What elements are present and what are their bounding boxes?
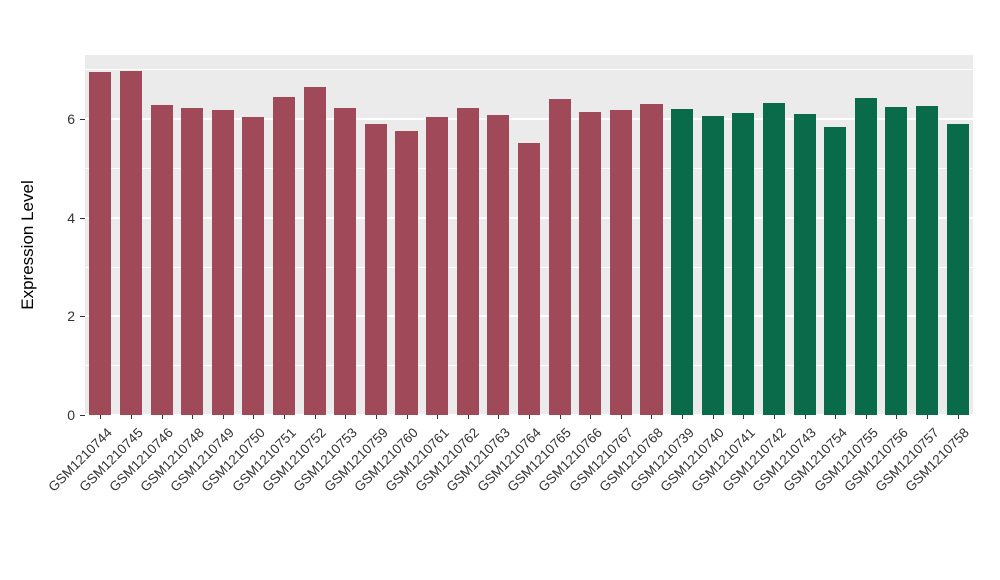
bar-GSM1210758	[946, 124, 969, 415]
bar-GSM1210759	[364, 124, 387, 415]
gridline-minor	[85, 69, 973, 71]
x-tick-mark	[192, 415, 194, 419]
bar-GSM1210745	[119, 71, 142, 415]
x-tick-mark	[835, 415, 837, 419]
y-tick-label: 0	[67, 407, 75, 423]
bar-GSM1210743	[793, 114, 816, 415]
x-tick-mark	[100, 415, 102, 419]
x-tick-mark	[957, 415, 959, 419]
x-tick-mark	[559, 415, 561, 419]
x-tick-mark	[284, 415, 286, 419]
bar-GSM1210752	[303, 87, 326, 415]
bar-GSM1210764	[517, 142, 541, 415]
x-tick-mark	[314, 415, 316, 419]
x-tick-mark	[253, 415, 255, 419]
x-tick-mark	[590, 415, 592, 419]
x-tick-mark	[651, 415, 653, 419]
bar-GSM1210766	[579, 111, 602, 415]
x-tick-mark	[896, 415, 898, 419]
y-tick-label: 6	[67, 111, 75, 128]
bar-GSM1210762	[456, 108, 479, 415]
bar-GSM1210753	[334, 108, 357, 415]
y-tick-label: 2	[67, 308, 75, 325]
bar-GSM1210742	[762, 102, 785, 415]
x-tick-mark	[773, 415, 775, 419]
y-tick-mark	[80, 217, 85, 219]
bar-GSM1210740	[701, 115, 724, 415]
bar-GSM1210751	[273, 96, 296, 415]
bar-GSM1210761	[426, 116, 449, 415]
bar-GSM1210765	[548, 99, 571, 415]
x-tick-mark	[467, 415, 469, 419]
bar-GSM1210749	[211, 110, 234, 415]
bar-GSM1210748	[181, 107, 204, 415]
y-tick-mark	[80, 316, 85, 318]
x-tick-mark	[804, 415, 806, 419]
bar-GSM1210741	[732, 112, 755, 415]
x-tick-mark	[712, 415, 714, 419]
x-tick-mark	[437, 415, 439, 419]
x-tick-mark	[682, 415, 684, 419]
bar-GSM1210760	[395, 130, 418, 415]
bar-GSM1210767	[609, 110, 632, 415]
x-tick-mark	[222, 415, 224, 419]
bar-GSM1210750	[242, 116, 265, 415]
x-tick-mark	[865, 415, 867, 419]
y-tick-label: 4	[67, 209, 75, 226]
bar-GSM1210757	[916, 105, 939, 415]
bar-GSM1210763	[487, 115, 510, 415]
bar-GSM1210744	[89, 72, 112, 415]
x-tick-mark	[406, 415, 408, 419]
bar-GSM1210768	[640, 104, 663, 415]
x-tick-mark	[130, 415, 132, 419]
y-tick-mark	[80, 415, 85, 416]
x-tick-mark	[620, 415, 622, 419]
bar-GSM1210755	[854, 98, 877, 415]
x-tick-mark	[375, 415, 377, 419]
bar-GSM1210756	[885, 106, 908, 415]
x-tick-mark	[498, 415, 500, 419]
x-tick-mark	[345, 415, 347, 419]
x-tick-mark	[161, 415, 163, 419]
y-axis-title-text: Expression Level	[18, 180, 37, 310]
bar-GSM1210754	[824, 126, 847, 415]
x-tick-mark	[927, 415, 929, 419]
y-tick-mark	[80, 119, 85, 121]
bar-GSM1210746	[150, 105, 173, 415]
gridline-major	[85, 118, 973, 121]
plot-panel	[85, 55, 973, 416]
x-tick-mark	[529, 415, 530, 419]
x-tick-mark	[743, 415, 745, 419]
bar-GSM1210739	[671, 109, 694, 415]
